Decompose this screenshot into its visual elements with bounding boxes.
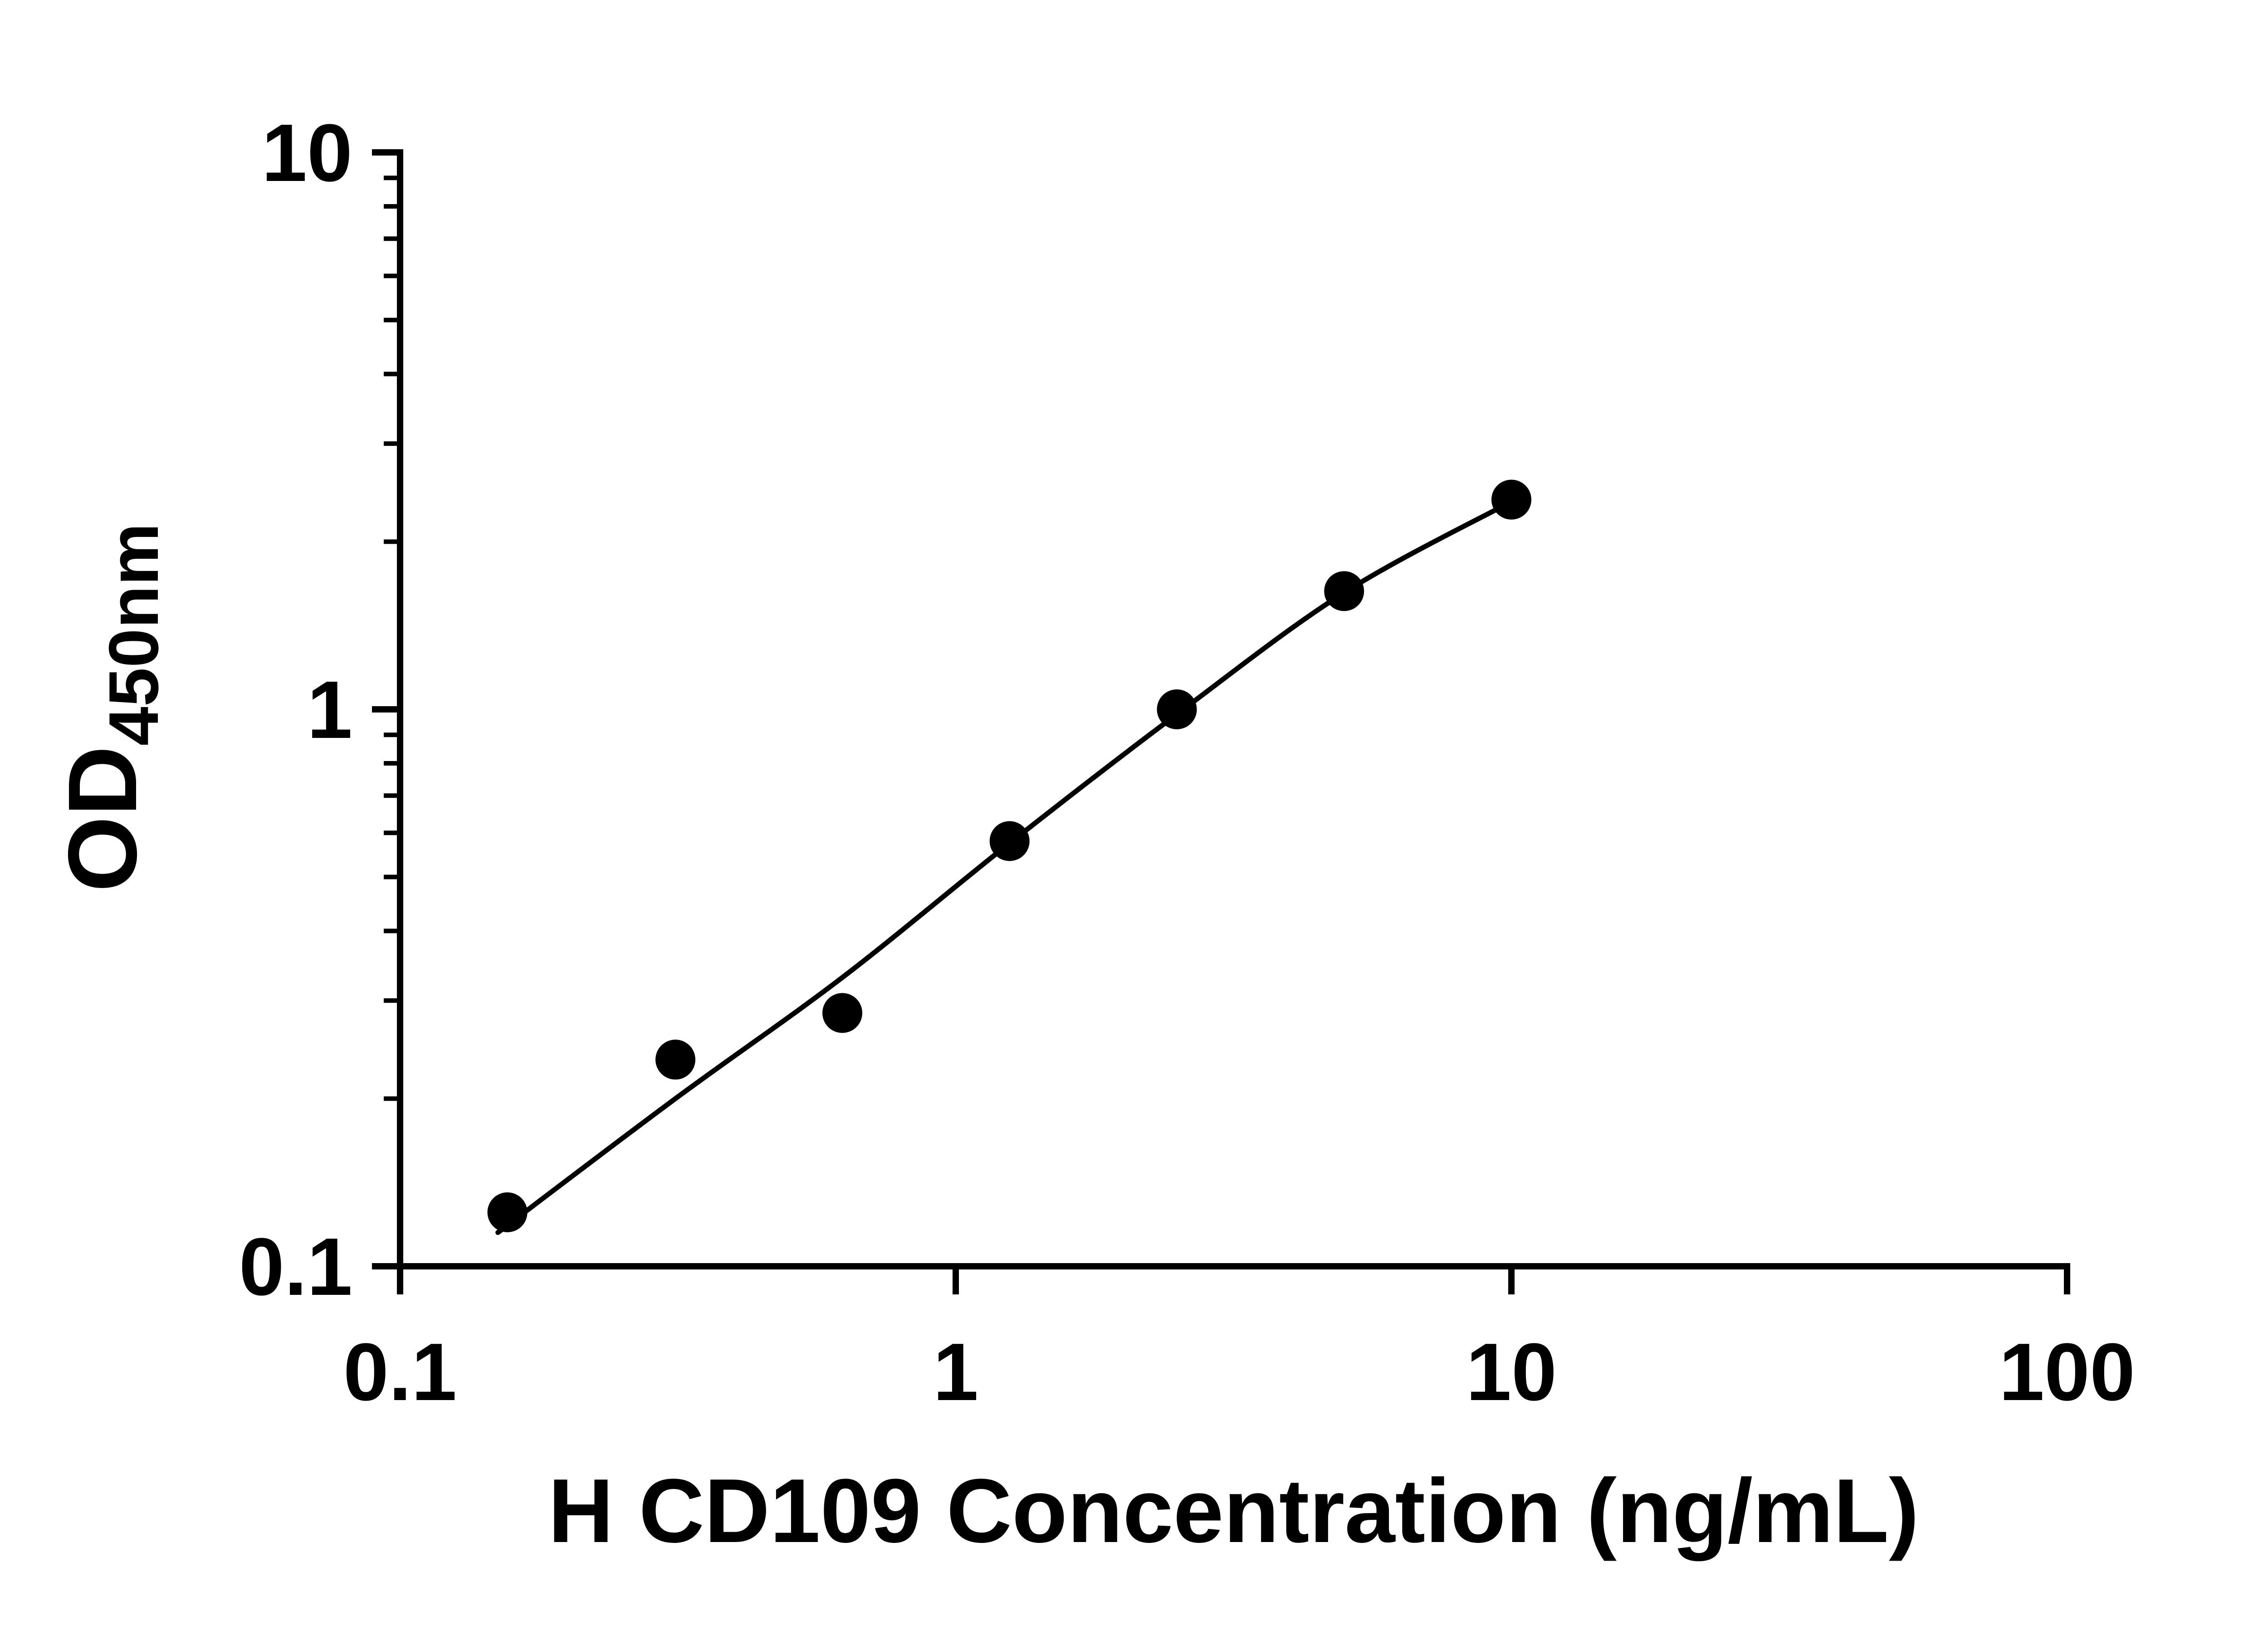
y-axis-label-main: OD [48, 746, 157, 892]
data-point-marker [655, 1040, 695, 1080]
data-point-marker [1491, 479, 1531, 520]
y-tick-label: 1 [307, 664, 352, 756]
y-tick-label: 0.1 [239, 1221, 352, 1313]
x-tick-label: 10 [1466, 1327, 1557, 1418]
data-point-marker [1157, 689, 1197, 729]
x-tick-label: 0.1 [343, 1327, 457, 1418]
y-axis-label-subscript: 450nm [94, 523, 173, 746]
data-point-marker [822, 993, 862, 1033]
x-axis-label: H CD109 Concentration (ng/mL) [548, 1460, 1919, 1562]
x-tick-label: 1 [933, 1327, 978, 1418]
data-point-marker [989, 821, 1030, 861]
data-point-marker [1324, 571, 1364, 611]
y-tick-label: 10 [262, 107, 352, 199]
fit-curve-line [495, 499, 1514, 1235]
y-axis-label: OD450nm [48, 523, 173, 892]
x-tick-label: 100 [1999, 1327, 2135, 1418]
data-point-marker [487, 1192, 528, 1232]
